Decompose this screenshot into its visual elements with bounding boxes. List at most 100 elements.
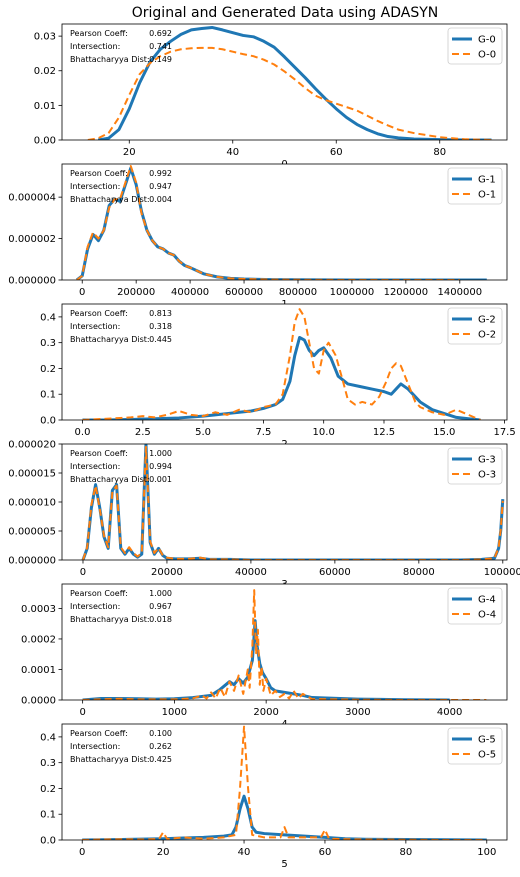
stat-label: Bhattacharyya Dist: bbox=[70, 475, 150, 484]
axes-frame bbox=[61, 23, 508, 141]
x-tick-label: 15.0 bbox=[433, 427, 455, 438]
stat-value: 0.149 bbox=[149, 55, 172, 64]
x-tick-label: 40000 bbox=[235, 567, 267, 578]
x-tick-label: 600000 bbox=[225, 287, 263, 298]
legend-label: O-2 bbox=[478, 330, 496, 341]
subplot-3: 0 20000 40000 60000 80000 100000 0.000000 0.000… bbox=[8, 440, 520, 591]
plot-background bbox=[62, 24, 507, 140]
x-tick-label: 0 bbox=[79, 707, 85, 718]
x-tick-label: 100 bbox=[477, 847, 496, 858]
legend-label: G-5 bbox=[478, 735, 496, 746]
x-tick-label: 400000 bbox=[171, 287, 209, 298]
y-tick-label: 0.1 bbox=[40, 390, 56, 401]
y-tick-label: 0.0001 bbox=[21, 665, 56, 676]
series-line-G-2 bbox=[82, 336, 481, 420]
legend-label: G-3 bbox=[478, 455, 496, 466]
series-line-O-5 bbox=[82, 725, 487, 840]
stat-label: Intersection: bbox=[70, 462, 120, 471]
x-tick-label: 0 bbox=[79, 847, 85, 858]
x-tick-label: 60 bbox=[319, 847, 332, 858]
y-tick-label: 0.000015 bbox=[8, 469, 56, 480]
legend-label: O-0 bbox=[478, 50, 496, 61]
x-tick-label: 80 bbox=[433, 147, 446, 158]
x-tick-label: 200000 bbox=[117, 287, 155, 298]
plot-background bbox=[62, 584, 507, 700]
y-tick-label: 0.00 bbox=[34, 136, 56, 147]
y-tick-label: 0.000010 bbox=[8, 498, 56, 509]
stat-label: Intersection: bbox=[70, 42, 120, 51]
legend-label: G-2 bbox=[478, 315, 496, 326]
stat-value: 0.994 bbox=[149, 462, 172, 471]
series-line-O-2 bbox=[82, 308, 481, 420]
y-tick-label: 0.0003 bbox=[21, 604, 56, 615]
stat-value: 0.100 bbox=[149, 729, 172, 738]
stat-label: Bhattacharyya Dist: bbox=[70, 195, 150, 204]
stat-label: Bhattacharyya Dist: bbox=[70, 55, 150, 64]
x-tick-label: 1000000 bbox=[330, 287, 375, 298]
x-tick-label: 0 bbox=[80, 567, 86, 578]
stat-value: 1.000 bbox=[149, 589, 172, 598]
x-axis-label: 5 bbox=[281, 859, 287, 870]
x-tick-label: 20000 bbox=[151, 567, 183, 578]
y-tick-label: 0.01 bbox=[34, 101, 56, 112]
x-tick-label: 12.5 bbox=[373, 427, 395, 438]
x-tick-label: 60000 bbox=[319, 567, 351, 578]
plot-background bbox=[62, 164, 507, 280]
stat-label: Pearson Coeff: bbox=[70, 449, 128, 458]
legend bbox=[447, 587, 503, 625]
y-tick-label: 0.2 bbox=[40, 784, 56, 795]
axes-frame bbox=[61, 583, 508, 701]
y-tick-label: 0.0 bbox=[40, 416, 56, 427]
y-tick-label: 0.000000 bbox=[8, 276, 56, 287]
series-line-O-0 bbox=[87, 46, 492, 140]
x-tick-label: 17.5 bbox=[493, 427, 515, 438]
stat-value: 0.445 bbox=[149, 335, 172, 344]
legend-label: O-4 bbox=[478, 610, 496, 621]
y-tick-label: 0.3 bbox=[40, 758, 56, 769]
legend bbox=[447, 27, 503, 65]
stat-value: 0.018 bbox=[149, 615, 172, 624]
x-tick-label: 0.0 bbox=[75, 427, 91, 438]
axes-frame bbox=[61, 163, 508, 281]
series-line-O-3 bbox=[82, 445, 504, 560]
x-tick-label: 20 bbox=[157, 847, 170, 858]
stat-value: 0.813 bbox=[149, 309, 172, 318]
legend bbox=[447, 447, 503, 485]
x-tick-label: 5.0 bbox=[195, 427, 211, 438]
axes-frame bbox=[61, 303, 508, 421]
x-tick-label: 1000 bbox=[162, 707, 187, 718]
stat-value: 0.992 bbox=[149, 169, 172, 178]
legend-label: O-3 bbox=[478, 470, 496, 481]
x-tick-label: 3000 bbox=[345, 707, 370, 718]
x-tick-label: 2000 bbox=[253, 707, 278, 718]
x-tick-label: 0 bbox=[79, 287, 85, 298]
y-tick-label: 0.000004 bbox=[8, 193, 56, 204]
x-tick-label: 20 bbox=[123, 147, 136, 158]
x-tick-label: 800000 bbox=[279, 287, 317, 298]
stat-value: 0.947 bbox=[149, 182, 172, 191]
x-tick-label: 10.0 bbox=[313, 427, 335, 438]
stat-value: 0.967 bbox=[149, 602, 172, 611]
y-tick-label: 0.000005 bbox=[8, 527, 56, 538]
stat-label: Pearson Coeff: bbox=[70, 309, 128, 318]
stat-label: Bhattacharyya Dist: bbox=[70, 615, 150, 624]
subplot-5: 0 20 40 60 80 100 0.0 0.1 0.2 0.3 0.4 5 Pearson Coef… bbox=[40, 723, 508, 870]
y-tick-label: 0.4 bbox=[40, 312, 56, 323]
stat-value: 0.741 bbox=[149, 42, 172, 51]
stat-value: 0.262 bbox=[149, 742, 172, 751]
y-tick-label: 0.1 bbox=[40, 810, 56, 821]
x-tick-label: 80000 bbox=[403, 567, 435, 578]
stat-value: 0.001 bbox=[149, 475, 172, 484]
stat-value: 1.000 bbox=[149, 449, 172, 458]
series-line-G-3 bbox=[81, 444, 505, 560]
legend bbox=[447, 727, 503, 765]
stat-value: 0.692 bbox=[149, 29, 172, 38]
y-tick-label: 0.4 bbox=[40, 732, 56, 743]
stat-value: 0.004 bbox=[149, 195, 172, 204]
plot-background bbox=[62, 304, 507, 420]
stat-label: Pearson Coeff: bbox=[70, 29, 128, 38]
plot-background bbox=[62, 444, 507, 560]
stat-value: 0.318 bbox=[149, 322, 172, 331]
legend-label: G-0 bbox=[478, 35, 496, 46]
